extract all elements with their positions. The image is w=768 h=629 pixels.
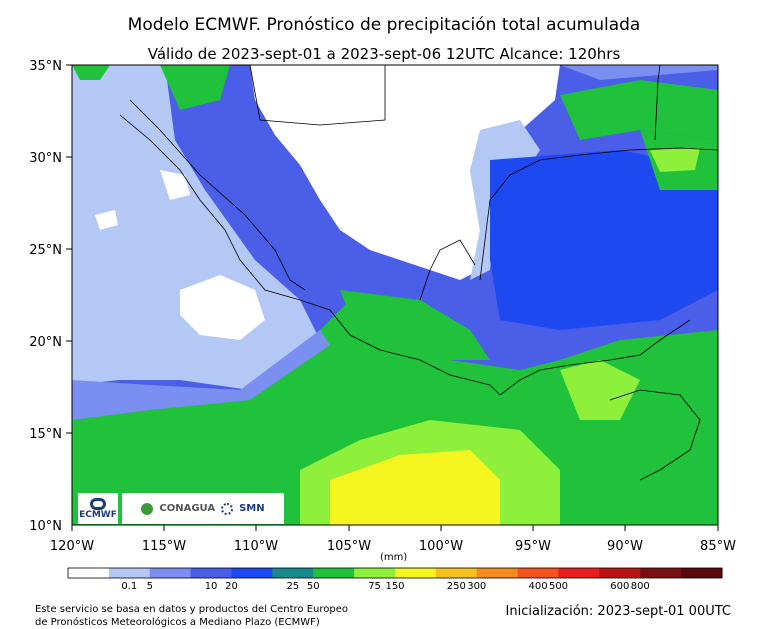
colorbar-swatch [313,568,355,578]
lon-label-90w: 90°W [607,539,643,554]
colorbar-tick-label: 250 [447,581,466,592]
colorbar-swatch [68,568,110,578]
colorbar-tick-label: 400 [529,581,548,592]
lat-label-10n: 10°N [29,519,62,534]
precipitation-field [72,65,718,525]
lat-label-30n: 30°N [29,151,62,166]
lon-label-105w: 105°W [327,539,371,554]
ecmwf-glyph-icon [90,497,106,510]
colorbar-swatch [231,568,273,578]
lon-label-100w: 100°W [419,539,463,554]
conagua-logo-text: CONAGUA [159,503,216,514]
smn-logo-text: SMN [239,503,265,514]
colorbar-swatch [435,568,478,578]
colorbar-frame [67,567,723,579]
lon-label-110w: 110°W [234,539,278,554]
lon-label-120w: 120°W [50,539,94,554]
colorbar-tick-label: 150 [385,581,404,592]
lat-label-25n: 25°N [29,243,62,258]
colorbar-swatch [681,568,723,578]
colorbar-swatch [599,568,641,578]
colorbar-tick-label: 500 [549,581,568,592]
colorbar-tick-label: 600 [610,581,629,592]
colorbar-swatch [395,568,437,578]
colorbar-tick-label: 20 [225,581,238,592]
lat-label-20n: 20°N [29,335,62,350]
colorbar-swatch [354,568,396,578]
colorbar-swatch [476,568,519,578]
conagua-smn-logo: CONAGUA SMN [122,493,284,524]
lat-label-15n: 15°N [29,427,62,442]
colorbar-swatch [190,568,232,578]
map-frame [71,64,719,526]
colorbar-unit: (mm) [380,552,408,563]
footer-credit-line2: de Pronósticos Meteorológicos a Mediano … [35,617,320,628]
conagua-icon [141,502,154,515]
lon-label-95w: 95°W [515,539,551,554]
logo-strip: ECMWF CONAGUA SMN [78,493,284,524]
ecmwf-logo-text: ECMWF [79,509,117,520]
colorbar-swatch [272,568,314,578]
colorbar-swatch [149,568,192,578]
colorbar-swatch [558,568,600,578]
colorbar-swatch [108,568,151,578]
ecmwf-logo: ECMWF [78,493,118,524]
smn-icon [221,502,234,515]
colorbar [67,567,723,579]
map-title: Modelo ECMWF. Pronóstico de precipitació… [127,15,641,35]
footer-credit-line1: Este servicio se basa en datos y product… [35,604,349,615]
lon-label-115w: 115°W [142,539,186,554]
colorbar-tick-label: 25 [286,581,299,592]
colorbar-tick-label: 300 [467,581,486,592]
lat-label-35n: 35°N [29,59,62,74]
colorbar-tick-label: 50 [307,581,320,592]
colorbar-tick-label: 75 [368,581,381,592]
colorbar-tick-label: 0.1 [121,581,137,592]
footer-init-time: Inicialización: 2023-sept-01 00UTC [505,604,731,619]
footer-credit: Este servicio se basa en datos y product… [35,603,348,629]
colorbar-tick-label: 10 [205,581,218,592]
coastlines [119,65,718,481]
colorbar-labels: 0.1 5 10 20 25 50 75 150 250 300 400 500 600 800 [121,581,649,592]
colorbar-swatch [640,568,682,578]
axis-ticks [66,64,719,531]
colorbar-swatch [517,568,559,578]
colorbar-tick-label: 800 [631,581,650,592]
lon-label-85w: 85°W [700,539,736,554]
map-subtitle: Válido de 2023-sept-01 a 2023-sept-06 12… [147,45,621,63]
colorbar-tick-label: 5 [147,581,153,592]
